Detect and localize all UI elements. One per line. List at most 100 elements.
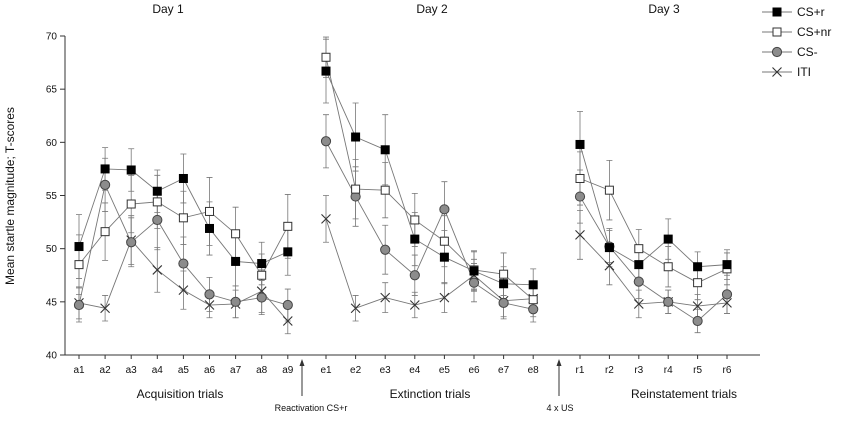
point-csplusnr-r2 <box>604 185 614 195</box>
point-iti-r5 <box>692 301 703 311</box>
point-csminus-e3 <box>380 244 391 255</box>
point-csplusr-a3 <box>126 165 136 175</box>
annotation-reactivation: Reactivation CS+r <box>275 359 348 413</box>
x-tick-label-r4: r4 <box>664 365 673 376</box>
x-tick-label-e4: e4 <box>409 365 421 376</box>
point-iti-a4 <box>152 265 163 275</box>
group-label-reinstatement: Reinstatement trials <box>631 387 737 401</box>
point-csplusnr-a2 <box>100 227 110 237</box>
x-tick-label-e5: e5 <box>439 365 451 376</box>
x-ticks: a1 a2 a3 a4 a5 a6 a7 a8 a9 e1 e2 e3 e4 e5 e6 e7 e8 r1 r2 r3… <box>73 355 732 376</box>
point-csplusnr-a1 <box>74 260 84 270</box>
line-csminus-extinction <box>325 141 534 310</box>
x-tick-label-e1: e1 <box>320 365 332 376</box>
point-csplusnr-r4 <box>663 262 673 272</box>
point-csplusnr-a9 <box>283 221 293 231</box>
point-csplusr-a8 <box>257 259 267 269</box>
point-csplusr-r6 <box>722 260 732 270</box>
point-csplusnr-r1 <box>575 173 585 183</box>
x-tick-label-r6: r6 <box>723 365 732 376</box>
point-csplusnr-e5 <box>439 236 449 246</box>
y-tick-label-40: 40 <box>46 351 58 362</box>
point-csplusr-e4 <box>410 234 420 244</box>
point-iti-a9 <box>282 316 293 326</box>
line-csplusr-reinstatement <box>579 144 728 268</box>
point-csminus-r5 <box>692 315 703 327</box>
point-iti-r2 <box>604 260 615 271</box>
line-csminus-reinstatement <box>579 196 728 322</box>
x-tick-label-a8: a8 <box>256 365 268 376</box>
x-tick-label-a2: a2 <box>100 365 112 376</box>
point-iti-e5 <box>439 292 450 303</box>
point-csplusnr-a8 <box>257 270 267 280</box>
point-iti-a5 <box>178 285 189 296</box>
point-csminus-e6 <box>468 277 480 288</box>
point-csminus-a6 <box>204 289 215 300</box>
x-tick-label-r5: r5 <box>693 365 702 376</box>
day-label-2: Day 2 <box>416 2 448 16</box>
point-csminus-r4 <box>663 296 674 307</box>
errorbars-csplusr <box>76 38 730 302</box>
point-csplusr-r1 <box>575 139 585 149</box>
errorbars-csminus <box>76 114 730 334</box>
point-csplusr-r5 <box>693 262 703 272</box>
x-tick-label-e7: e7 <box>498 365 510 376</box>
point-csplusr-a5 <box>178 173 188 183</box>
legend-item-csminus: CS- <box>762 45 818 59</box>
point-csplusr-a9 <box>283 247 293 257</box>
x-tick-label-a5: a5 <box>178 365 190 376</box>
legend-marker-csplusnr <box>772 27 782 37</box>
point-csplusnr-a4 <box>152 197 162 207</box>
point-iti-a6 <box>204 300 215 310</box>
y-tick-label-55: 55 <box>46 191 58 202</box>
group-label-extinction: Extinction trials <box>390 387 471 401</box>
x-tick-label-e6: e6 <box>468 365 480 376</box>
point-csplusr-a6 <box>205 223 214 233</box>
legend-label-csplusr: CS+r <box>797 5 825 19</box>
legend-item-csplusnr: CS+nr <box>762 25 831 39</box>
point-iti-e3 <box>380 292 391 303</box>
point-csminus-a8 <box>256 292 267 303</box>
point-csplusnr-a5 <box>178 213 188 223</box>
point-csplusr-e6 <box>469 266 479 276</box>
legend-marker-csplusr <box>772 7 782 17</box>
point-csminus-a5 <box>178 258 189 269</box>
point-csminus-e5 <box>439 204 450 215</box>
point-iti-r6 <box>722 298 732 308</box>
legend-item-iti: ITI <box>762 65 811 79</box>
line-iti-reinstatement <box>579 234 728 307</box>
group-label-acquisition: Acquisition trials <box>137 387 224 401</box>
point-csminus-e7 <box>498 297 509 308</box>
x-tick-label-a1: a1 <box>73 365 85 376</box>
x-tick-label-a9: a9 <box>282 365 294 376</box>
point-csplusr-e5 <box>439 252 449 262</box>
point-csminus-r3 <box>633 276 644 287</box>
point-csminus-a9 <box>282 299 293 311</box>
us-label: 4 x US <box>546 403 573 413</box>
y-tick-label-70: 70 <box>46 32 58 43</box>
errorbars-csplusnr <box>76 36 730 318</box>
point-csminus-r1 <box>574 191 586 202</box>
point-csplusnr-a3 <box>126 199 136 209</box>
point-csplusr-e7 <box>499 279 509 289</box>
point-csminus-a3 <box>126 237 137 248</box>
x-tick-label-r3: r3 <box>634 365 643 376</box>
point-csminus-e8 <box>528 304 539 315</box>
y-tick-label-45: 45 <box>46 297 58 308</box>
point-csminus-e1 <box>320 136 332 147</box>
point-csplusr-a1 <box>74 242 84 252</box>
legend-marker-csminus <box>771 46 783 58</box>
point-csplusnr-e3 <box>380 185 390 195</box>
point-csplusnr-e4 <box>410 215 420 225</box>
legend-item-csplusr: CS+r <box>762 5 825 19</box>
point-csplusnr-e7 <box>499 269 509 279</box>
reactivation-label: Reactivation CS+r <box>275 403 348 413</box>
legend-marker-iti <box>772 67 782 77</box>
point-iti-e1 <box>321 214 331 224</box>
point-csplusr-a4 <box>152 186 162 196</box>
day-label-3: Day 3 <box>648 2 680 16</box>
x-tick-label-r1: r1 <box>576 365 585 376</box>
point-csplusr-e3 <box>380 145 390 155</box>
point-csplusnr-r3 <box>634 244 644 254</box>
